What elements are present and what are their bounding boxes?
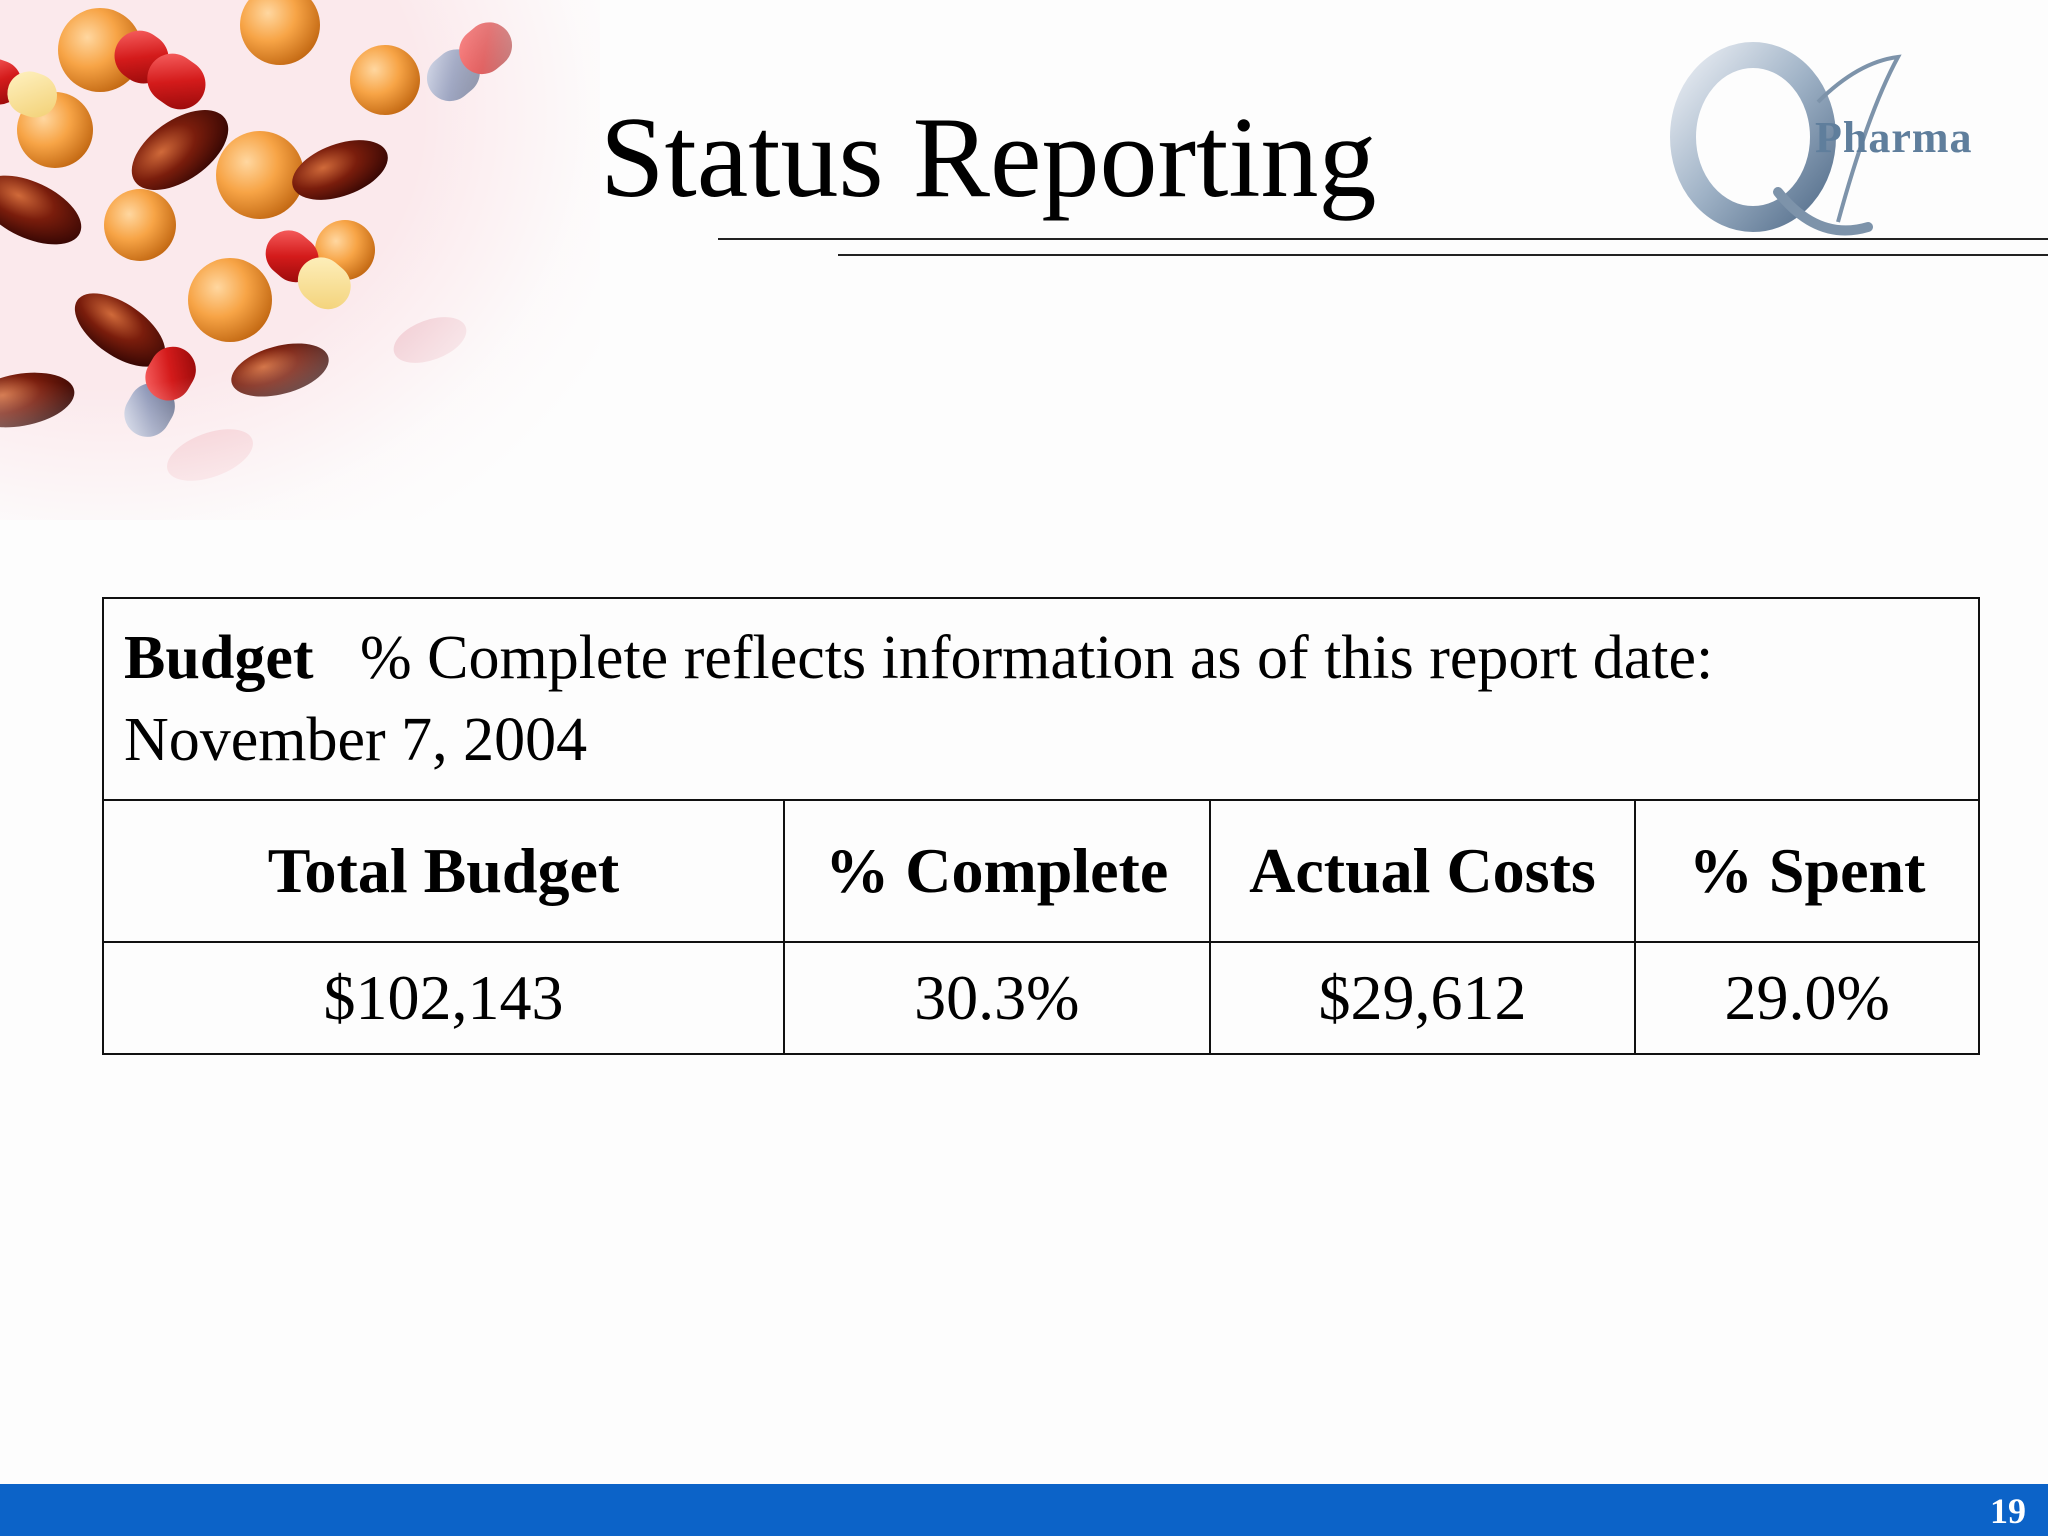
table-caption: Budget % Complete reflects information a… [102, 597, 1980, 801]
budget-table: Budget % Complete reflects information a… [102, 597, 1980, 1055]
value-percent-spent: 29.0% [1634, 941, 1980, 1055]
value-actual-costs: $29,612 [1208, 941, 1637, 1055]
header-percent-spent: % Spent [1634, 799, 1980, 943]
page-number: 19 [1990, 1491, 2026, 1531]
pills-image [0, 0, 600, 520]
table-header-row: Total Budget % Complete Actual Costs % S… [102, 799, 1980, 943]
value-total-budget: $102,143 [102, 941, 785, 1055]
table-caption-row: Budget % Complete reflects information a… [102, 597, 1980, 801]
logo-text: Pharma [1815, 113, 1973, 162]
header-percent-complete: % Complete [782, 799, 1211, 943]
qpharma-logo [1670, 42, 1902, 236]
header-actual-costs: Actual Costs [1208, 799, 1637, 943]
caption-bold: Budget [124, 624, 314, 692]
title-rule-lower [838, 254, 2048, 256]
footer-bar: 19 [0, 1484, 2048, 1536]
title-rule-upper [718, 238, 2048, 240]
value-percent-complete: 30.3% [782, 941, 1211, 1055]
slide-title: Status Reporting [600, 94, 1377, 222]
header-total-budget: Total Budget [102, 799, 785, 943]
caption-text: % Complete reflects information as of th… [124, 624, 1714, 774]
table-row: $102,143 30.3% $29,612 29.0% [102, 941, 1980, 1055]
